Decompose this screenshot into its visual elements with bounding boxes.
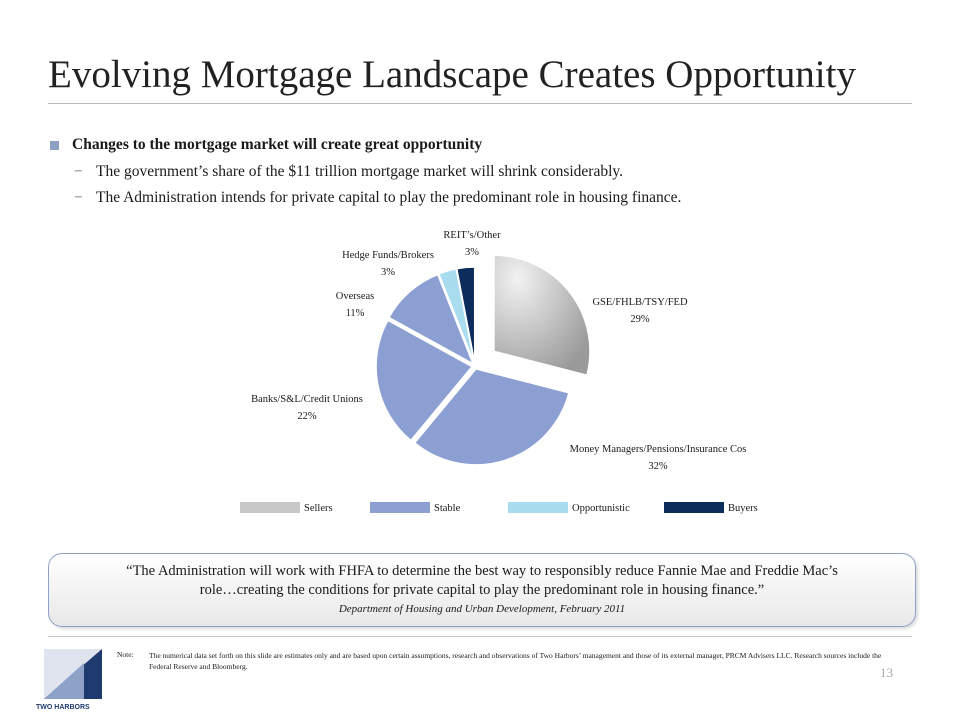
legend-label-stable: Stable	[434, 503, 461, 514]
slice-label: Banks/S&L/Credit Unions	[251, 394, 363, 405]
pie-chart: GSE/FHLB/TSY/FED 29% Money Managers/Pensio…	[240, 230, 758, 514]
slice-label: Hedge Funds/Brokers	[342, 250, 434, 261]
page-title: Evolving Mortgage Landscape Creates Oppo…	[48, 53, 856, 96]
slice-percent-label: 29%	[630, 314, 650, 325]
two-harbors-logo: TWO HARBORS	[36, 649, 102, 711]
legend-label-opportunistic: Opportunistic	[572, 503, 630, 514]
slice-label: REIT’s/Other	[443, 230, 501, 241]
quote-box: “The Administration will work with FHFA …	[48, 553, 916, 627]
pie-slice-overseas	[387, 273, 475, 366]
legend-swatch-opportunistic	[508, 502, 568, 513]
legend-label-buyers: Buyers	[728, 503, 758, 514]
pie-slices	[375, 254, 591, 466]
page-number: 13	[880, 665, 893, 680]
slice-percent-label: 3%	[381, 267, 395, 278]
sub-bullet-1-text: The government’s share of the $11 trilli…	[96, 163, 624, 180]
pie-slice-banks-s-l-credit-unions	[375, 319, 474, 442]
legend-swatch-stable	[370, 502, 430, 513]
footer-divider	[48, 636, 912, 637]
pie-slice-gse-fhlb-tsy-fed	[493, 254, 591, 377]
title-divider	[48, 103, 912, 104]
quote-text: “The Administration will work with FHFA …	[126, 563, 838, 598]
dash-icon: −	[74, 189, 83, 206]
slice-percent-label: 11%	[346, 308, 365, 319]
slice-label: Money Managers/Pensions/Insurance Cos	[570, 444, 747, 455]
sub-bullet-2: − The Administration intends for private …	[74, 189, 681, 207]
pie-labels: GSE/FHLB/TSY/FED 29% Money Managers/Pensio…	[251, 230, 746, 472]
pie-slice-money-managers-pensions-insurance-cos	[413, 368, 570, 466]
slice-label: GSE/FHLB/TSY/FED	[592, 297, 688, 308]
note-text: The numerical data set forth on this sli…	[149, 651, 882, 671]
pie-slice-reit-s-other	[455, 266, 476, 364]
sub-bullet-1: − The government’s share of the $11 trill…	[74, 163, 623, 181]
main-bullet: Changes to the mortgage market will crea…	[72, 136, 483, 153]
legend-swatch-sellers	[240, 502, 300, 513]
sub-bullet-2-text: The Administration intends for private c…	[96, 189, 682, 206]
note-label: Note:	[117, 650, 134, 659]
dash-icon: −	[74, 163, 83, 180]
slice-label: Overseas	[336, 291, 374, 302]
slice-percent-label: 22%	[297, 411, 317, 422]
slice-percent-label: 32%	[648, 461, 668, 472]
legend-label-sellers: Sellers	[304, 503, 333, 514]
bullet-square-icon	[50, 141, 59, 150]
logo-text: TWO HARBORS	[36, 704, 90, 711]
slice-percent-label: 3%	[465, 247, 479, 258]
quote-source: Department of Housing and Urban Developm…	[338, 603, 626, 615]
chart-legend: Sellers Stable Opportunistic Buyers	[240, 502, 758, 514]
legend-swatch-buyers	[664, 502, 724, 513]
